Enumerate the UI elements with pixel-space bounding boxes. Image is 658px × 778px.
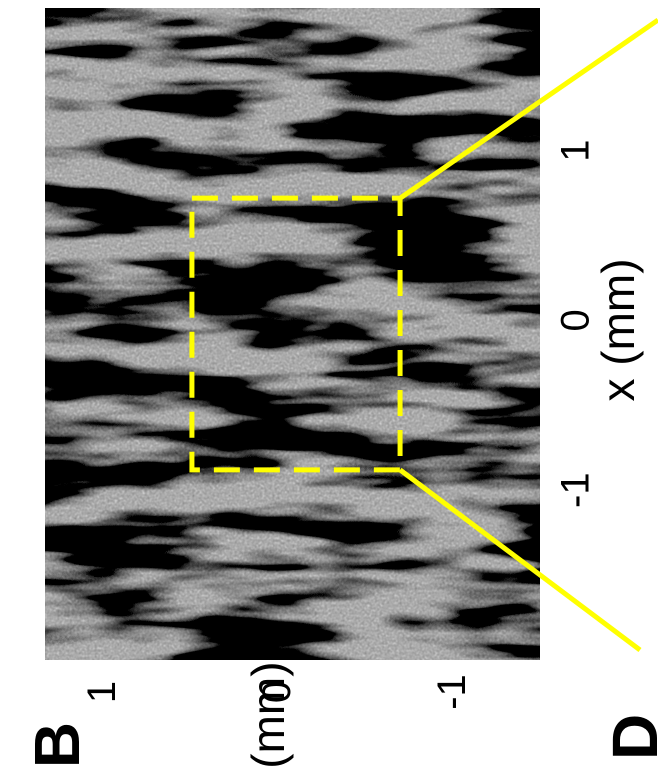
y-tick-label: 1 [80, 681, 124, 703]
y-tick-label: 0 [255, 681, 299, 703]
y-axis-label: y (mm) [242, 661, 294, 778]
interferogram [45, 8, 540, 660]
next-panel-label: D [599, 714, 658, 760]
x-tick-label: 1 [554, 140, 598, 162]
x-tick-label: -1 [554, 472, 598, 508]
figure: B D x (mm) y (mm) -1 0 1 1 0 -1 [0, 0, 658, 778]
panel-label: B [21, 722, 93, 768]
y-tick-label: -1 [430, 674, 474, 710]
x-tick-label: 0 [554, 309, 598, 331]
x-axis-label: x (mm) [592, 258, 644, 401]
